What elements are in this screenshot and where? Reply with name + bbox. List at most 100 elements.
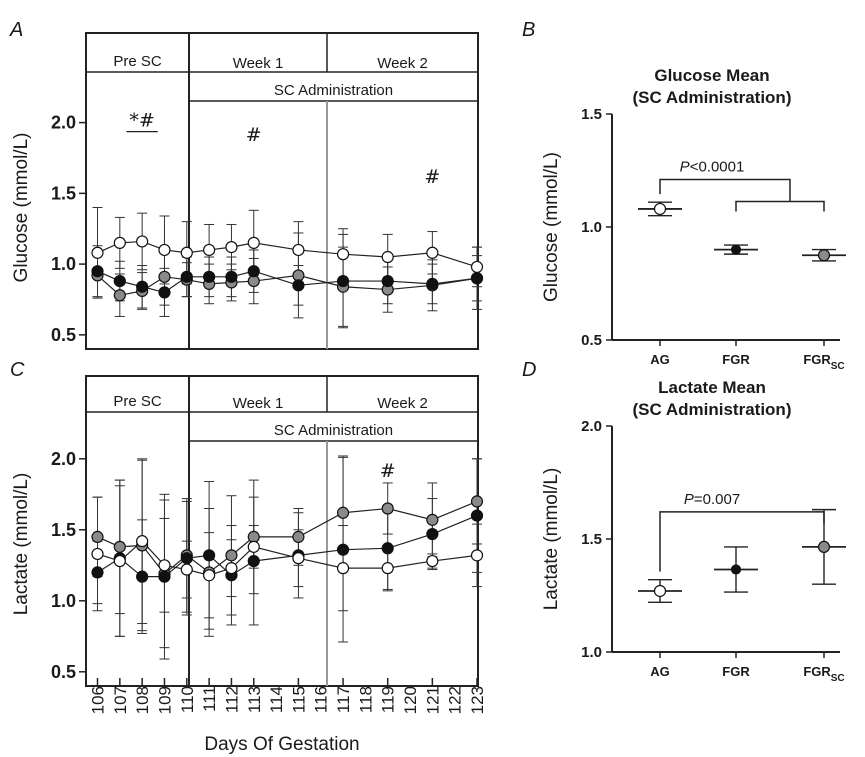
y-axis-title: Lactate (mmol/L)	[541, 468, 562, 611]
phase-label-week-2: Week 2	[377, 55, 428, 72]
data-point-fgr	[247, 265, 260, 278]
data-point-fgr	[470, 509, 484, 522]
series-fgr	[92, 456, 482, 660]
data-point-fgr	[91, 265, 104, 278]
data-point-ag	[470, 260, 484, 274]
category-label-main: FGR	[722, 352, 750, 367]
data-point-ag	[91, 246, 104, 259]
category-label: AG	[650, 352, 670, 367]
x-tick-label: 120	[401, 686, 420, 714]
data-point-fgr-sc	[292, 530, 305, 544]
series-fgr-sc	[92, 232, 482, 327]
data-point-fgr	[136, 570, 149, 583]
x-tick-label: 110	[178, 686, 197, 713]
series-fgr-sc	[92, 455, 482, 649]
data-point-fgr-sc	[381, 502, 394, 515]
data-point-ag	[225, 562, 238, 575]
comparison-sub-bracket	[735, 200, 825, 212]
data-point-ag	[113, 236, 126, 249]
x-tick-label: 117	[334, 686, 353, 713]
mean-marker-fgr-sc	[817, 249, 831, 262]
data-point-ag	[225, 241, 238, 254]
significance-mark: #	[424, 166, 440, 188]
x-tick-label: 109	[155, 686, 174, 714]
data-point-fgr-sc	[113, 540, 126, 553]
data-point-ag	[247, 540, 260, 553]
panel-letter-c: C	[10, 359, 25, 381]
chart-title: Lactate Mean	[658, 378, 766, 397]
y-tick-label: 1.0	[581, 644, 602, 661]
mean-marker-fgr	[730, 564, 742, 575]
mean-marker-ag	[653, 202, 667, 216]
y-tick-label: 0.5	[51, 662, 76, 682]
data-point-ag	[113, 554, 126, 568]
data-point-ag	[180, 563, 193, 576]
y-tick-label: 2.0	[581, 418, 602, 435]
data-point-fgr	[292, 279, 305, 292]
x-tick-label: 106	[89, 686, 108, 714]
data-point-fgr	[247, 554, 260, 568]
category-label-main: AG	[650, 352, 670, 367]
category-label-main: FGR	[722, 664, 750, 679]
data-point-fgr-sc	[336, 506, 350, 519]
series-ag	[92, 207, 482, 299]
panel-letter-b: B	[522, 19, 535, 41]
data-point-fgr-sc	[225, 549, 238, 562]
data-point-fgr	[336, 274, 350, 288]
comparison-bracket	[659, 178, 791, 202]
series-line	[97, 270, 478, 294]
y-tick-label: 0.5	[51, 325, 76, 345]
data-point-ag	[136, 535, 149, 548]
data-point-fgr	[381, 274, 394, 288]
series-line	[97, 515, 478, 578]
chart-subtitle: (SC Administration)	[633, 88, 792, 107]
y-axis-title: Lactate (mmol/L)	[11, 473, 32, 616]
p-value-label: P<0.0001	[680, 159, 745, 176]
category-label-subscript: SC	[831, 361, 845, 372]
data-point-fgr-sc	[470, 495, 484, 508]
phase-label-pre-sc: Pre SC	[113, 53, 162, 70]
data-point-ag	[158, 559, 171, 572]
phase-label-sc-administration: SC Administration	[274, 82, 393, 99]
data-point-ag	[180, 246, 193, 259]
data-point-fgr	[225, 270, 238, 283]
mean-marker-fgr	[730, 244, 742, 255]
chart-subtitle: (SC Administration)	[633, 400, 792, 419]
data-point-fgr	[203, 270, 216, 283]
category-label-main: FGR	[803, 352, 831, 367]
data-point-ag	[426, 246, 439, 259]
x-tick-label: 108	[133, 686, 152, 714]
data-point-fgr-sc	[91, 530, 104, 544]
data-point-fgr	[426, 277, 439, 291]
x-axis-title: Days Of Gestation	[204, 734, 359, 755]
category-label-subscript: SC	[831, 673, 845, 684]
x-tick-label: 107	[111, 686, 130, 714]
x-tick-label: 118	[356, 686, 375, 713]
data-point-fgr-sc	[426, 513, 439, 526]
x-tick-label: 114	[267, 686, 286, 713]
data-point-fgr	[180, 270, 193, 283]
y-tick-label: 2.0	[51, 449, 76, 469]
data-point-ag	[136, 235, 149, 248]
phase-label-week-2: Week 2	[377, 395, 428, 412]
y-tick-label: 1.0	[51, 591, 76, 611]
data-point-ag	[158, 243, 171, 257]
data-point-ag	[426, 554, 439, 568]
data-point-fgr	[426, 527, 439, 541]
data-point-ag	[203, 569, 216, 582]
significance-mark: *#	[129, 110, 154, 132]
data-point-ag	[336, 562, 350, 575]
category-label: FGR	[722, 664, 750, 679]
y-tick-label: 1.0	[581, 219, 602, 236]
x-tick-label: 111	[200, 686, 219, 712]
category-label-main: FGR	[803, 664, 831, 679]
data-point-fgr	[381, 542, 394, 555]
phase-label-week-1: Week 1	[233, 55, 284, 72]
data-point-fgr-sc	[158, 270, 171, 283]
p-value-symbol: P	[680, 159, 690, 176]
series-ag	[92, 458, 482, 637]
significance-mark: #	[246, 124, 262, 146]
category-label-main: AG	[650, 664, 670, 679]
data-point-ag	[336, 248, 350, 261]
x-tick-label: 116	[312, 686, 331, 713]
